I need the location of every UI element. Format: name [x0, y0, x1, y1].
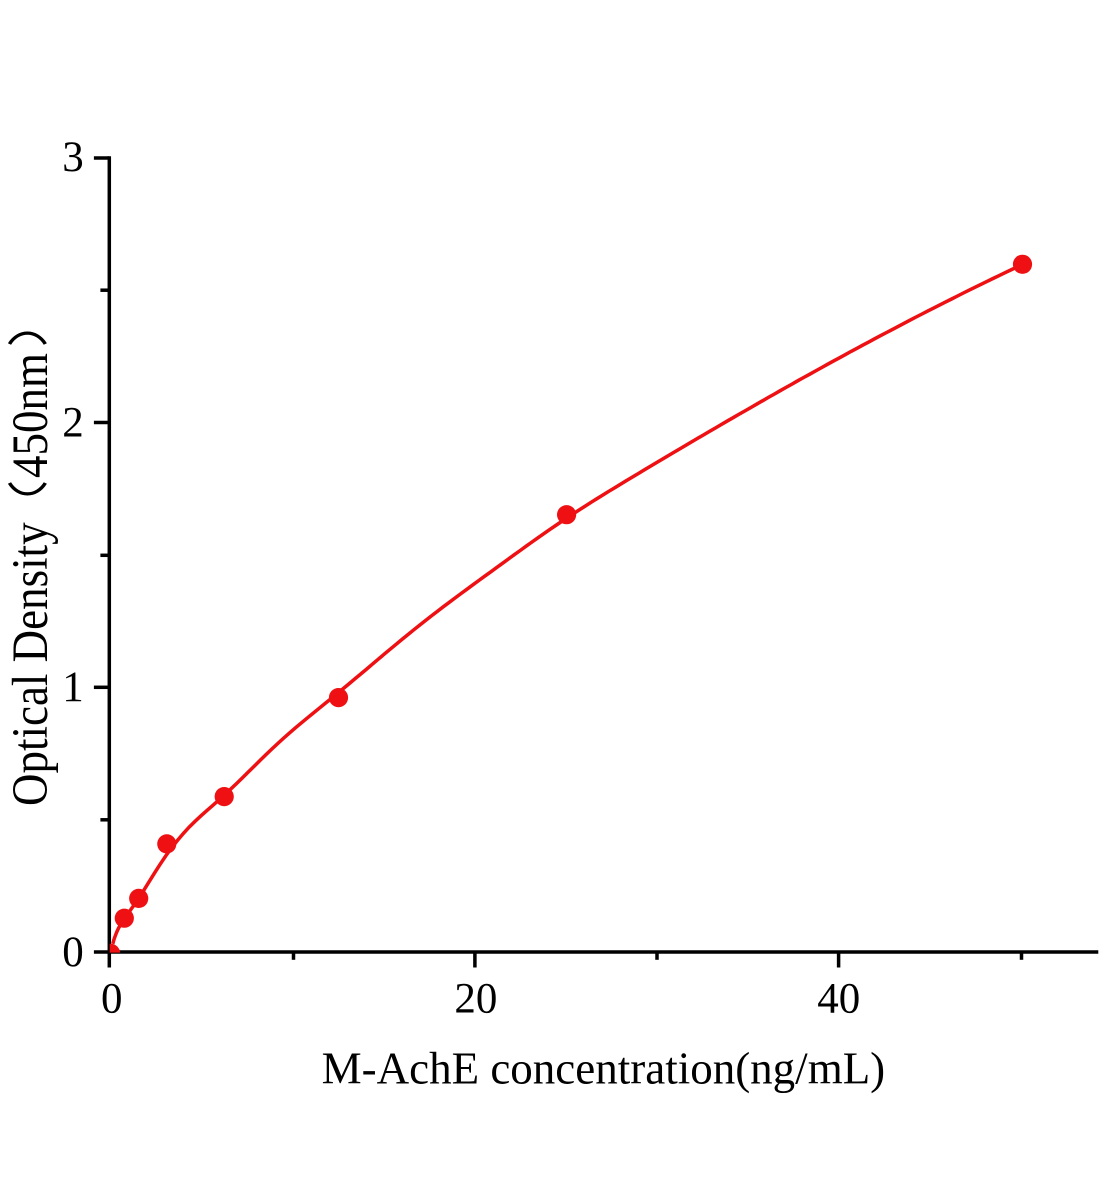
svg-text:20: 20 [454, 975, 497, 1022]
svg-text:1: 1 [62, 664, 84, 711]
svg-text:Optical Density: Optical Density [3, 522, 59, 806]
svg-text:0: 0 [62, 929, 84, 976]
svg-text:0: 0 [101, 975, 123, 1022]
svg-text:3: 3 [62, 134, 84, 181]
svg-text:450nm: 450nm [3, 353, 59, 478]
svg-text:40: 40 [817, 975, 860, 1022]
svg-text:M-AchE concentration(ng/mL): M-AchE concentration(ng/mL) [322, 1044, 886, 1094]
svg-text:2: 2 [62, 399, 84, 446]
